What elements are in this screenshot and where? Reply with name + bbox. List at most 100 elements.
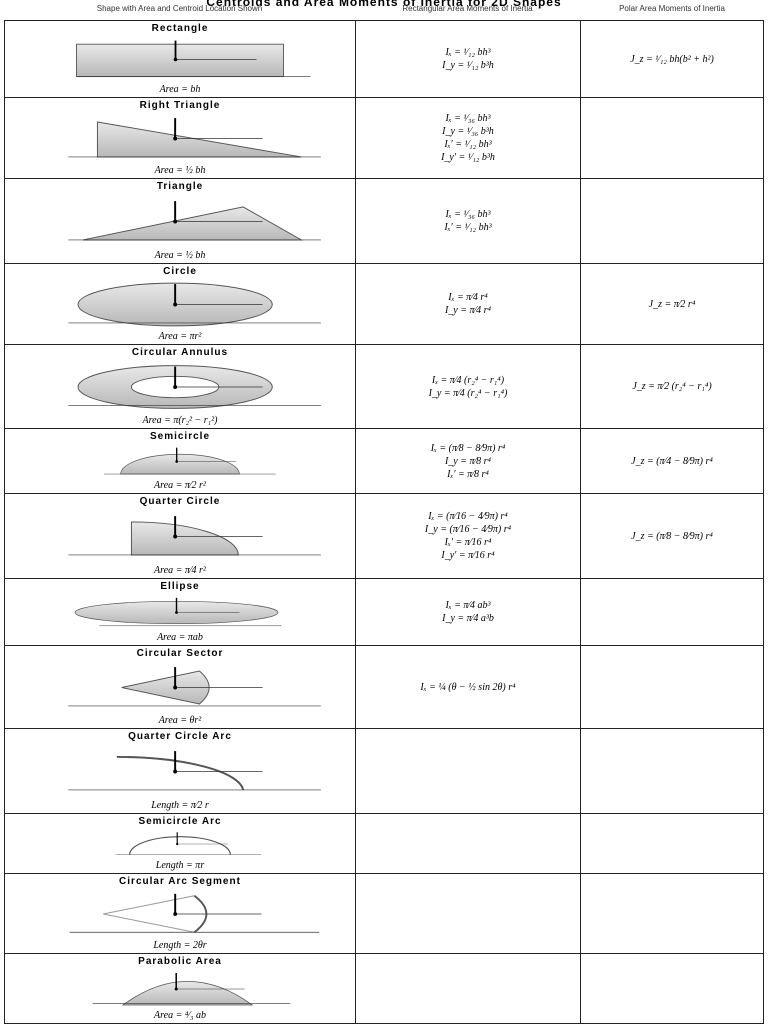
rect-moment-cell: Iₓ = (π⁄8 − 8⁄9π) r⁴ I_y = π⁄8 r⁴ Iₓ′ = π⁄…: [355, 428, 581, 494]
shape-area: Area = ½ bh: [154, 165, 206, 176]
shape-cell: Circular Annulus Area = π(r₂² − r₁²): [4, 344, 356, 429]
rect-moment: I_y′ = π⁄16 r⁴: [441, 550, 495, 561]
shape-area: Area = π(r₂² − r₁²): [142, 415, 218, 426]
rect-moment: Iₓ = ¹⁄₁₂ bh³: [445, 47, 491, 58]
shape-diagram: [74, 597, 282, 626]
rect-moment: I_y = (π⁄16 − 4⁄9π) r⁴: [424, 524, 512, 535]
shape-diagram: [68, 200, 321, 240]
shape-cell: Quarter Circle Area = π⁄4 r²: [4, 493, 356, 579]
rect-moment: Iₓ = (π⁄16 − 4⁄9π) r⁴: [428, 511, 508, 522]
polar-moment-cell: [580, 645, 764, 729]
shape-diagram: [68, 117, 321, 157]
column-header: Rectangular Area Moments of Inertia: [402, 4, 533, 13]
rect-moment: I_y = π⁄4 r⁴: [444, 305, 492, 316]
rect-moment: Iₓ = (π⁄8 − 8⁄9π) r⁴: [430, 442, 506, 454]
shape-area: Area = ½ bh: [154, 250, 206, 261]
shape-cell: Right Triangle Area = ½ bh: [4, 97, 356, 179]
rect-moment-cell: Iₓ = π⁄4 ab³ I_y = π⁄4 a³b: [355, 578, 581, 646]
rect-moment: I_y = π⁄4 (r₂⁴ − r₁⁴): [428, 387, 508, 399]
column-header: Polar Area Moments of Inertia: [619, 4, 725, 13]
rect-moment: Iₓ = ¹⁄₃₆ bh³: [445, 113, 491, 124]
rect-moment-cell: [355, 813, 581, 874]
rect-moment-cell: Iₓ = ¹⁄₁₂ bh³ I_y = ¹⁄₁₂ b³h: [355, 20, 581, 98]
rect-moment-cell: Iₓ = π⁄4 r⁴ I_y = π⁄4 r⁴: [355, 263, 581, 345]
shape-area: Length = 2θr: [153, 940, 207, 951]
shape-name: Right Triangle: [139, 100, 221, 111]
rect-moment-cell: [355, 953, 581, 1024]
polar-moment-cell: [580, 178, 764, 264]
shape-cell: Parabolic Area Area = ⁴⁄₃ ab: [4, 953, 356, 1024]
shape-area: Length = π⁄2 r: [151, 800, 209, 811]
shape-cell: Rectangle Area = bh: [4, 20, 356, 98]
rect-moment: Iₓ = ¹⁄₃₆ bh³: [445, 209, 491, 220]
shape-diagram: [68, 515, 321, 555]
shape-diagram: [104, 447, 276, 474]
shape-name: Semicircle: [149, 431, 211, 442]
column-header: Shape with Area and Centroid Location Sh…: [96, 4, 263, 13]
polar-moment-cell: [580, 97, 764, 179]
rect-moment: I_y = π⁄4 a³b: [442, 613, 494, 624]
shape-cell: Semicircle Area = π⁄2 r²: [4, 428, 356, 494]
shape-diagram: [92, 972, 291, 1005]
shape-name: Circular Arc Segment: [119, 876, 241, 887]
shape-diagram: [68, 750, 321, 790]
rect-moment-cell: Iₓ = ¹⁄₃₆ bh³ Iₓ′ = ¹⁄₁₂ bh³: [355, 178, 581, 264]
rect-moment: Iₓ′ = π⁄8 r⁴: [447, 468, 489, 480]
polar-moment-cell: [580, 873, 764, 954]
title: Centroids and Area Moments of Inertia fo…: [206, 0, 562, 9]
shape-area: Area = ⁴⁄₃ ab: [154, 1010, 206, 1021]
shape-diagram: [68, 282, 321, 326]
polar-moment: J_z = (π⁄4 − 8⁄9π) r⁴: [631, 455, 713, 467]
shape-area: Area = π⁄2 r²: [154, 480, 206, 491]
polar-moment: J_z = π⁄2 r⁴: [648, 298, 696, 310]
shape-name: Rectangle: [151, 23, 209, 34]
shape-area: Area = π⁄4 r²: [154, 565, 206, 576]
polar-moment: J_z = π⁄2 (r₂⁴ − r₁⁴): [632, 381, 712, 392]
polar-moment-cell: J_z = (π⁄8 − 8⁄9π) r⁴: [580, 493, 764, 579]
rect-moment-cell: [355, 873, 581, 954]
shape-name: Quarter Circle Arc: [128, 731, 232, 742]
polar-moment-cell: [580, 578, 764, 646]
shape-name: Triangle: [156, 181, 204, 192]
rect-moment-cell: Iₓ = ¼ (θ − ½ sin 2θ) r⁴: [355, 645, 581, 729]
shape-area: Area = πr²: [158, 331, 202, 342]
polar-moment-cell: [580, 728, 764, 814]
polar-moment-cell: J_z = ¹⁄₁₂ bh(b² + h²): [580, 20, 764, 98]
rect-moment: I_y = ¹⁄₁₂ b³h: [442, 60, 494, 71]
rect-moment-cell: [355, 728, 581, 814]
rect-moment-cell: Iₓ = π⁄4 (r₂⁴ − r₁⁴) I_y = π⁄4 (r₂⁴ − r₁⁴…: [355, 344, 581, 429]
shape-name: Circular Sector: [136, 648, 224, 659]
rect-moment: Iₓ = π⁄4 (r₂⁴ − r₁⁴): [431, 374, 505, 386]
polar-moment-cell: J_z = π⁄2 r⁴: [580, 263, 764, 345]
shape-area: Area = θr²: [158, 715, 202, 726]
polar-moment-cell: J_z = (π⁄4 − 8⁄9π) r⁴: [580, 428, 764, 494]
rect-moment: Iₓ = π⁄4 r⁴: [448, 292, 488, 303]
shape-name: Quarter Circle: [139, 496, 221, 507]
rect-moment: Iₓ = π⁄4 ab³: [445, 600, 491, 611]
rect-moment: Iₓ′ = π⁄16 r⁴: [444, 537, 492, 548]
rect-moment: I_y′ = ¹⁄₁₂ b³h: [441, 152, 495, 163]
rect-moment: Iₓ = ¼ (θ − ½ sin 2θ) r⁴: [420, 681, 516, 693]
shape-area: Area = bh: [159, 84, 201, 95]
shape-cell: Circular Arc Segment Length = 2θr: [4, 873, 356, 954]
shape-cell: Circle Area = πr²: [4, 263, 356, 345]
shape-name: Circle: [163, 266, 197, 277]
rect-moment-cell: Iₓ = ¹⁄₃₆ bh³ I_y = ¹⁄₃₆ b³h Iₓ′ = ¹⁄₁₂ bh…: [355, 97, 581, 179]
rect-moment: Iₓ′ = ¹⁄₁₂ bh³: [444, 222, 492, 233]
shape-diagram: [115, 831, 262, 855]
shape-name: Circular Annulus: [131, 347, 229, 358]
rect-moment: I_y = ¹⁄₃₆ b³h: [442, 126, 494, 137]
rect-moment: I_y = π⁄8 r⁴: [444, 455, 492, 467]
polar-moment-cell: J_z = π⁄2 (r₂⁴ − r₁⁴): [580, 344, 764, 429]
shape-name: Ellipse: [160, 581, 200, 592]
shape-area: Length = πr: [155, 860, 205, 871]
shape-cell: Quarter Circle Arc Length = π⁄2 r: [4, 728, 356, 814]
shape-diagram: [68, 364, 321, 409]
shape-name: Parabolic Area: [138, 956, 222, 967]
rect-moment-cell: Iₓ = (π⁄16 − 4⁄9π) r⁴ I_y = (π⁄16 − 4⁄9π)…: [355, 493, 581, 579]
shape-cell: Semicircle Arc Length = πr: [4, 813, 356, 874]
shape-cell: Ellipse Area = πab: [4, 578, 356, 646]
shape-cell: Triangle Area = ½ bh: [4, 178, 356, 264]
shape-diagram: [68, 666, 321, 706]
